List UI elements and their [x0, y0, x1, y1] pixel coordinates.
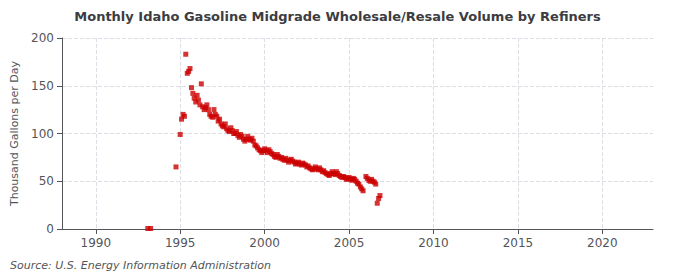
svg-text:2010: 2010 [418, 236, 449, 250]
svg-text:100: 100 [31, 127, 54, 141]
svg-text:1995: 1995 [165, 236, 196, 250]
svg-text:200: 200 [31, 31, 54, 45]
svg-text:0: 0 [46, 222, 54, 236]
svg-text:1990: 1990 [80, 236, 111, 250]
svg-text:Thousand Gallons per Day: Thousand Gallons per Day [8, 60, 21, 207]
svg-text:2005: 2005 [334, 236, 365, 250]
svg-text:Source: U.S. Energy Informatio: Source: U.S. Energy Information Administ… [10, 259, 271, 272]
svg-text:2000: 2000 [249, 236, 280, 250]
svg-text:Monthly Idaho Gasoline Midgrad: Monthly Idaho Gasoline Midgrade Wholesal… [74, 9, 601, 24]
svg-text:2020: 2020 [587, 236, 618, 250]
svg-text:150: 150 [31, 79, 54, 93]
svg-text:2015: 2015 [503, 236, 534, 250]
svg-text:50: 50 [39, 174, 54, 188]
